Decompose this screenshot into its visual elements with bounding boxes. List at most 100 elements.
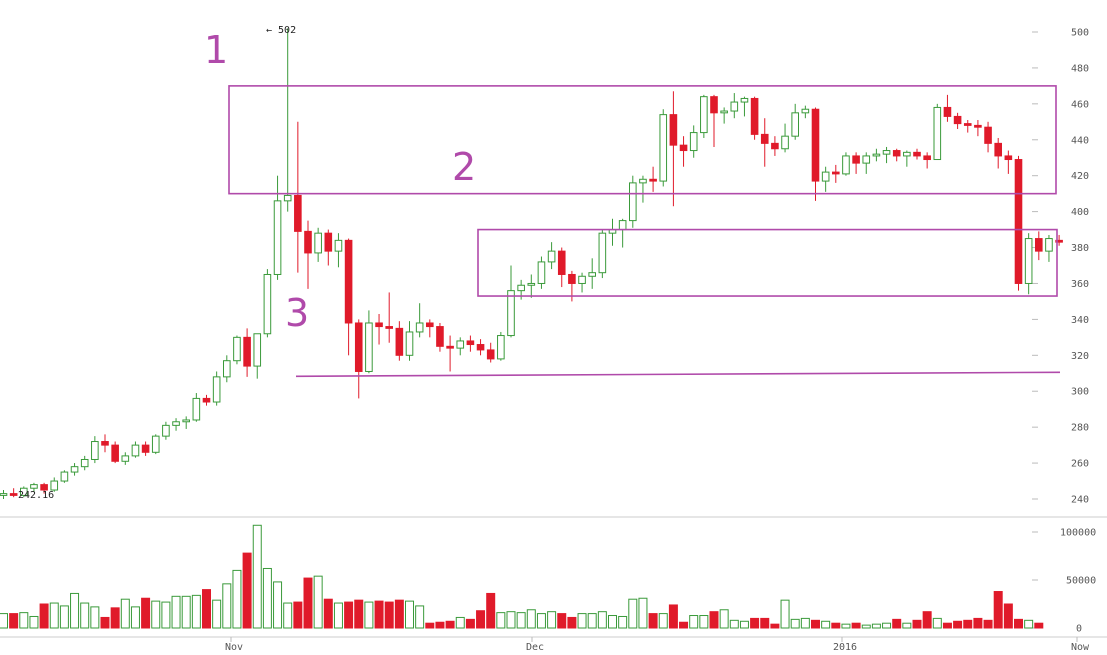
candle — [872, 148, 881, 162]
candle-body — [994, 142, 1003, 157]
volume-bar — [861, 624, 871, 629]
candle — [781, 123, 789, 153]
candle-body — [243, 336, 251, 367]
volume-bar — [577, 613, 587, 629]
volume-bar — [932, 617, 942, 629]
candle — [385, 292, 393, 343]
zone-3-label: 3 — [285, 291, 309, 335]
candle — [649, 166, 657, 192]
x-tick-label: Now — [1071, 642, 1090, 653]
candle-body — [933, 106, 942, 161]
candle — [689, 125, 698, 158]
candle-body — [476, 344, 485, 351]
candle — [334, 233, 343, 268]
candle — [750, 96, 759, 140]
candle-body — [121, 455, 130, 462]
candle — [436, 322, 444, 352]
volume-bar — [526, 609, 536, 629]
candle-body — [730, 101, 739, 112]
candle-body — [771, 142, 779, 150]
candle-body — [953, 115, 962, 125]
candle-body — [91, 441, 99, 460]
candle — [415, 303, 424, 338]
volume-bar — [496, 612, 506, 629]
candle-body — [832, 171, 840, 175]
volume-bar — [780, 599, 790, 629]
candle-body — [892, 150, 901, 157]
volume-bar — [547, 611, 557, 629]
candle-body — [517, 284, 525, 292]
candle — [618, 218, 627, 248]
candle-body — [446, 345, 454, 349]
volume-bar — [0, 613, 8, 629]
zone-2-label: 2 — [452, 145, 476, 189]
candle-body — [344, 239, 353, 324]
price-tick-label: 400 — [1071, 207, 1089, 218]
candle — [60, 470, 69, 483]
volume-bar — [161, 601, 171, 629]
candle — [1004, 150, 1013, 174]
volume-bar — [658, 613, 668, 629]
chart-labels: Nov Dec 2016 Now ← 502 242.16 — [18, 25, 1090, 653]
volume-bar — [333, 602, 343, 629]
volume-bar — [1024, 619, 1034, 629]
volume-bar — [892, 618, 902, 629]
candle — [486, 342, 495, 363]
candle — [162, 421, 170, 440]
volume-bar — [232, 569, 242, 629]
candle — [223, 355, 231, 383]
candle — [801, 105, 810, 119]
candle-body — [1014, 159, 1023, 284]
volume-bar — [273, 581, 283, 629]
volume-bar — [9, 613, 19, 629]
candle-body — [405, 331, 414, 356]
candle-body — [974, 124, 982, 128]
candle — [832, 164, 840, 183]
candle — [811, 107, 820, 201]
candle — [121, 452, 130, 465]
candle-body — [80, 458, 89, 468]
candle-body — [791, 112, 800, 137]
price-tick-label: 480 — [1071, 63, 1089, 74]
candle — [233, 335, 241, 365]
candle — [700, 94, 708, 138]
candle-body — [456, 340, 465, 349]
volume-bar — [882, 622, 892, 629]
candle-body — [60, 471, 69, 482]
candle — [791, 103, 800, 140]
candle — [720, 107, 728, 124]
candle-body — [253, 333, 262, 367]
volume-bar — [70, 592, 80, 629]
candle — [1045, 234, 1053, 262]
candle-body — [760, 133, 769, 144]
volume-tick-label: 50000 — [1066, 576, 1096, 587]
volume-bar — [770, 623, 780, 629]
volume-bar — [973, 617, 983, 629]
price-tick-label: 500 — [1071, 28, 1089, 39]
price-tick-label: 340 — [1071, 315, 1089, 326]
candle — [507, 265, 515, 338]
price-tick-label: 420 — [1071, 171, 1089, 182]
price-tick-label: 320 — [1071, 351, 1089, 362]
volume-bar — [202, 589, 211, 629]
candle — [639, 175, 647, 203]
volume-bar — [100, 616, 110, 629]
volume-bar — [455, 616, 465, 629]
candle — [740, 96, 749, 117]
candle — [131, 441, 140, 458]
candle — [30, 482, 38, 492]
volume-bar — [597, 611, 607, 629]
candle — [151, 434, 160, 455]
candle-body — [568, 273, 576, 284]
volume-tick-label: 100000 — [1060, 528, 1096, 539]
candle — [446, 335, 454, 372]
volume-tick-label: 0 — [1076, 624, 1082, 635]
candle — [70, 463, 79, 476]
volume-bar — [821, 620, 831, 629]
candle-body — [963, 123, 972, 126]
candle-body — [842, 155, 850, 175]
candle — [497, 331, 505, 361]
candle-body — [70, 466, 79, 473]
candle — [963, 120, 972, 133]
candle — [91, 436, 99, 464]
